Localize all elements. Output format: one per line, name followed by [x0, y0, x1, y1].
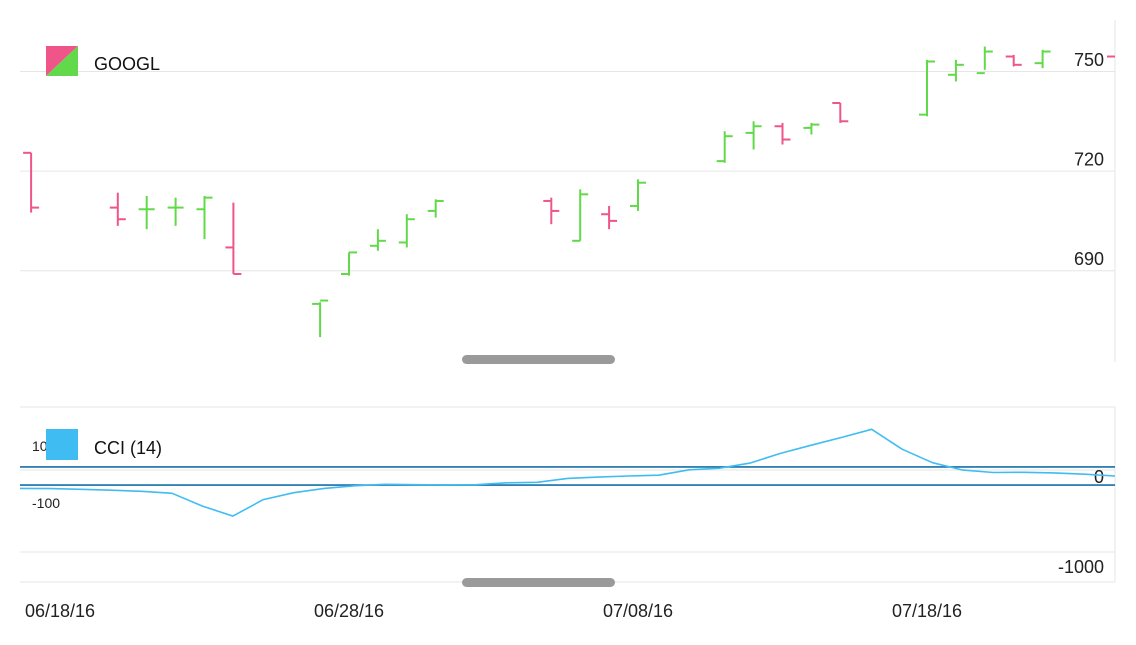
price-grid [20, 70, 1115, 272]
ohlc-bar [369, 229, 386, 251]
cci-legend-label: CCI (14) [94, 438, 162, 458]
x-tick-label: 07/08/16 [603, 601, 673, 621]
price-legend-swatch-up [46, 46, 78, 76]
ohlc-bar [947, 59, 964, 82]
price-legend: GOOGL [46, 46, 160, 76]
ohlc-bar [919, 59, 935, 117]
ohlc-bar [803, 122, 820, 135]
x-tick-label: 06/28/16 [314, 601, 384, 621]
cci-grid [20, 406, 1115, 583]
x-tick-label: 07/18/16 [892, 601, 962, 621]
cci-y-tick-label: -1000 [1058, 557, 1104, 577]
price-y-tick-label: 750 [1074, 50, 1104, 70]
cci-y-tick-label: 0 [1094, 467, 1104, 487]
ohlc-bar [138, 195, 155, 230]
ohlc-bar [774, 122, 791, 145]
price-y-tick-label: 690 [1074, 249, 1104, 269]
x-tick-label: 06/18/16 [25, 601, 95, 621]
ohlc-bar [601, 205, 618, 230]
cci-legend: CCI (14) [46, 429, 162, 460]
ohlc-bar [630, 179, 646, 211]
cci-series-line [19, 428, 1116, 517]
price-legend-label: GOOGL [94, 54, 160, 74]
ohlc-bar [312, 299, 329, 338]
ohlc-bar [832, 102, 849, 123]
cci-scroll-handle[interactable] [462, 578, 615, 587]
cci-band-label: -100 [32, 495, 60, 511]
ohlc-bar [225, 202, 242, 276]
ohlc-bar [976, 46, 993, 75]
ohlc-bar [716, 131, 733, 163]
ohlc-bar [1005, 54, 1022, 67]
ohlc-bar [1034, 49, 1051, 69]
ohlc-bar [23, 151, 40, 213]
price-y-tick-label: 720 [1074, 149, 1104, 169]
ohlc-bar [196, 195, 213, 240]
ohlc-bar [745, 121, 762, 150]
price-scroll-handle[interactable] [462, 355, 615, 364]
cci-legend-swatch [46, 429, 78, 460]
ohlc-bar [109, 192, 126, 226]
ohlc-bar [572, 189, 589, 242]
ohlc-bar [167, 197, 184, 226]
ohlc-bar [543, 197, 560, 225]
ohlc-bars [23, 46, 1051, 338]
ohlc-bar [398, 214, 415, 248]
ohlc-bar [341, 251, 357, 276]
ohlc-bar [427, 199, 444, 218]
